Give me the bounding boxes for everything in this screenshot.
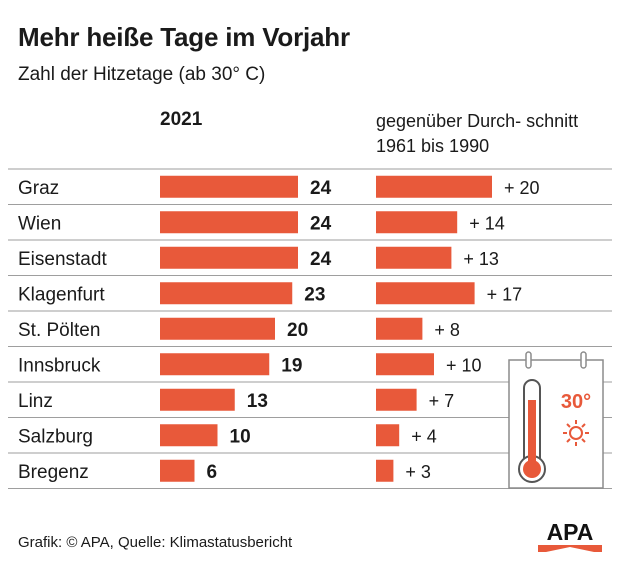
bar-difference-1 — [376, 211, 458, 234]
row-label-6: Linz — [18, 391, 53, 412]
row-label-7: Salzburg — [18, 426, 93, 447]
bar-2021-8 — [160, 459, 195, 482]
bar-2021-7 — [160, 424, 218, 447]
bar-difference-8 — [376, 459, 394, 482]
chart-subtitle: Zahl der Hitzetage (ab 30° C) — [18, 64, 266, 85]
value-label-2021-1: 24 — [310, 213, 332, 234]
sun-icon — [563, 420, 589, 446]
value-label-difference-2: + 13 — [463, 249, 499, 269]
value-label-2021-3: 23 — [304, 284, 325, 305]
bar-2021-4 — [160, 317, 275, 340]
bar-2021-1 — [160, 211, 298, 234]
bar-difference-7 — [376, 424, 400, 447]
bar-difference-6 — [376, 388, 417, 411]
value-label-difference-0: + 20 — [504, 178, 540, 198]
value-label-2021-6: 13 — [247, 391, 268, 412]
value-label-difference-1: + 14 — [469, 213, 505, 233]
row-label-8: Bregenz — [18, 462, 89, 483]
bar-difference-3 — [376, 282, 475, 305]
row-label-1: Wien — [18, 213, 61, 234]
bar-difference-2 — [376, 246, 452, 269]
column-header-difference: gegenüber Durch- schnitt 1961 bis 1990 — [376, 111, 579, 156]
value-label-difference-8: + 3 — [405, 462, 431, 482]
row-label-4: St. Pölten — [18, 320, 100, 341]
bar-2021-2 — [160, 246, 298, 269]
apa-logo: APA — [538, 519, 602, 552]
row-label-5: Innsbruck — [18, 355, 101, 376]
source-note: Grafik: © APA, Quelle: Klimastatusberich… — [18, 534, 293, 551]
bar-2021-6 — [160, 388, 235, 411]
value-label-2021-2: 24 — [310, 249, 332, 270]
value-label-2021-4: 20 — [287, 320, 308, 341]
value-label-difference-4: + 8 — [434, 320, 460, 340]
row-label-0: Graz — [18, 178, 59, 199]
thermometer-icon — [518, 379, 546, 483]
bar-2021-5 — [160, 353, 270, 376]
value-label-2021-0: 24 — [310, 178, 332, 199]
value-label-2021-8: 6 — [207, 462, 218, 483]
bar-difference-0 — [376, 175, 492, 198]
value-label-difference-7: + 4 — [411, 426, 437, 446]
thermometer-calendar-icon: 30° — [508, 351, 604, 489]
calendar-ring-icon — [525, 351, 587, 369]
column-header-2021: 2021 — [160, 109, 203, 130]
bar-2021-3 — [160, 282, 293, 305]
logo-text: APA — [547, 519, 594, 545]
value-label-difference-3: + 17 — [487, 284, 523, 304]
thermometer-label: 30° — [561, 391, 591, 413]
bar-chart: Graz 24 + 20 Wien 24 + 14 Eisenstadt 24 + 13 Klag… — [8, 168, 612, 489]
bar-2021-0 — [160, 175, 298, 198]
bar-difference-5 — [376, 353, 434, 376]
value-label-2021-7: 10 — [230, 426, 251, 447]
value-label-2021-5: 19 — [281, 355, 302, 376]
logo-swoosh — [538, 545, 602, 552]
chart-title: Mehr heiße Tage im Vorjahr — [18, 22, 350, 52]
row-label-2: Eisenstadt — [18, 249, 107, 270]
value-label-difference-6: + 7 — [429, 391, 455, 411]
row-label-3: Klagenfurt — [18, 284, 105, 305]
bar-difference-4 — [376, 317, 423, 340]
value-label-difference-5: + 10 — [446, 355, 482, 375]
